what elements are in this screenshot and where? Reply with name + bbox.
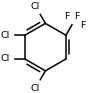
Text: Cl: Cl — [31, 84, 40, 93]
Text: Cl: Cl — [0, 54, 10, 63]
Text: F: F — [74, 12, 80, 21]
Text: F: F — [64, 12, 70, 21]
Text: F: F — [80, 21, 85, 30]
Text: Cl: Cl — [31, 2, 40, 11]
Text: Cl: Cl — [0, 31, 10, 40]
